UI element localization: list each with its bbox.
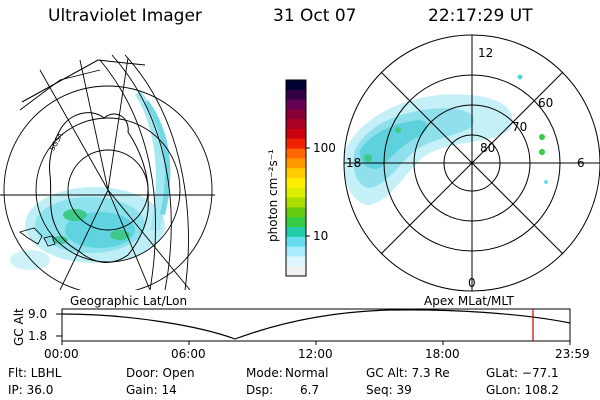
colorbar-segment: [286, 109, 306, 120]
polar-grid: [343, 34, 600, 292]
colorbar-segment: [286, 256, 306, 267]
altitude-curve: [61, 309, 571, 340]
colorbar-segment: [286, 227, 306, 238]
geographic-caption: Geographic Lat/Lon: [70, 294, 188, 308]
x-tick-0600: 06:00: [171, 347, 206, 361]
mlt-label-6: 6: [577, 156, 585, 170]
gc-alt-axis-label: GC Alt: [12, 308, 26, 346]
colorbar-segment: [286, 129, 306, 140]
colorbar-segment: [286, 168, 306, 179]
colorbar-segment: [286, 207, 306, 218]
door-info: Door: Open: [126, 366, 195, 380]
mlt-label-0: 0: [468, 276, 476, 290]
geographic-map: [0, 54, 215, 290]
y-tick-9: 9.0: [28, 307, 48, 321]
colorbar-segment: [286, 187, 306, 199]
gain-info: Gain: 14: [126, 383, 177, 397]
colorbar-segment: [286, 99, 306, 110]
colorbar-segment: [286, 80, 306, 91]
mlt-label-18: 18: [346, 156, 362, 170]
time-label: 22:17:29 UT: [428, 6, 533, 26]
colorbar-unit-label: photon cm⁻²s⁻¹: [266, 149, 280, 242]
dsp-label: Dsp:: [246, 383, 274, 397]
mlt-label-12: 12: [478, 46, 494, 60]
colorbar-segment: [286, 236, 306, 248]
filter-info: Flt: LBHL: [8, 366, 62, 380]
colorbar-segment: [286, 197, 306, 208]
lat-label-60: 60: [538, 96, 554, 110]
mode-value: Normal: [285, 366, 329, 380]
colorbar-tick-10: 10: [313, 229, 329, 243]
colorbar-tick-100: 100: [313, 141, 336, 155]
colorbar-segment: [286, 158, 306, 169]
continent-outline: [49, 112, 149, 263]
lat-label-80: 80: [480, 141, 496, 155]
instrument-title: Ultraviolet Imager: [48, 6, 202, 26]
colorbar-segment: [286, 89, 306, 101]
colorbar-segment: [286, 266, 306, 277]
colorbar-segment: [286, 138, 306, 150]
dsp-value: 6.7: [300, 383, 320, 397]
glat-info: GLat: −77.1: [486, 366, 559, 380]
colorbar-segment: [286, 246, 306, 257]
x-tick-2359: 23:59: [555, 347, 590, 361]
mode-label: Mode:: [246, 366, 283, 380]
y-tick-1-8: 1.8: [28, 329, 48, 343]
colorbar-segment: [286, 217, 306, 228]
glon-info: GLon: 108.2: [486, 383, 559, 397]
lat-lon-grid: [0, 54, 215, 290]
altitude-plot: [56, 308, 571, 345]
colorbar: [286, 80, 306, 277]
gc-alt-info: GC Alt: 7.3 Re: [366, 366, 450, 380]
colorbar-segment: [286, 148, 306, 159]
ip-info: IP: 36.0: [8, 383, 54, 397]
seq-info: Seq: 39: [366, 383, 412, 397]
lat-label-70: 70: [512, 120, 528, 134]
colorbar-segment: [286, 119, 306, 130]
x-tick-1200: 12:00: [298, 347, 333, 361]
x-tick-0000: 00:00: [44, 347, 79, 361]
polar-emission: [344, 74, 548, 205]
colorbar-segment: [286, 178, 306, 189]
date-label: 31 Oct 07: [273, 6, 357, 26]
x-tick-1800: 18:00: [425, 347, 460, 361]
apex-caption: Apex MLat/MLT: [424, 294, 514, 308]
